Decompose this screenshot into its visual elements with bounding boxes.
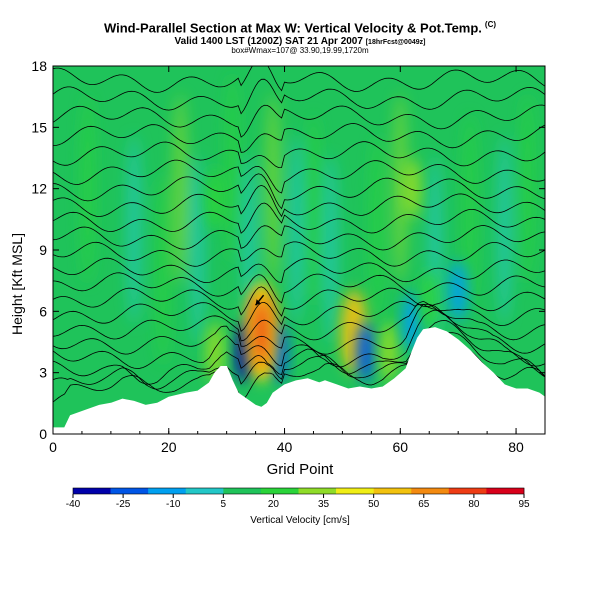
- field-streak: [190, 155, 205, 345]
- colorbar-swatch: [448, 488, 487, 494]
- isentrope-line: [53, 241, 545, 267]
- isentrope-line: [53, 202, 545, 234]
- y-tick-label: 0: [39, 426, 47, 442]
- field-streak: [393, 93, 408, 284]
- isentrope-line: [53, 300, 545, 333]
- colorbar-swatch: [223, 488, 262, 494]
- velocity-cell: [420, 271, 439, 332]
- velocity-cell: [379, 322, 398, 383]
- x-tick-label: 60: [393, 439, 409, 455]
- colorbar-tick-label: 95: [518, 499, 530, 510]
- x-tick-label: 40: [277, 439, 293, 455]
- field-streak: [520, 93, 535, 284]
- isentrope-line: [53, 225, 545, 251]
- chart-subtitle: Valid 1400 LST (1200Z) SAT 21 Apr 2007 […: [0, 36, 600, 47]
- y-tick-label: 12: [31, 181, 47, 197]
- colorbar-swatch: [373, 488, 412, 494]
- velocity-cell-core: [356, 322, 375, 383]
- isentrope-line: [53, 66, 545, 93]
- colorbar-tick-label: 80: [468, 499, 480, 510]
- isentrope-line: [53, 332, 545, 390]
- field-streak: [265, 93, 280, 284]
- colorbar-tick-label: 20: [268, 499, 280, 510]
- velocity-cell-core: [206, 168, 225, 229]
- colorbar-tick-label: -25: [116, 499, 131, 510]
- velocity-cell-core: [402, 158, 421, 219]
- colorbar-tick-label: 35: [318, 499, 330, 510]
- field-streak: [80, 93, 95, 284]
- isentrope-line: [53, 78, 545, 115]
- colorbar-swatch: [486, 488, 525, 494]
- updraft-band: [254, 301, 269, 362]
- y-tick-label: 15: [31, 119, 47, 135]
- terrain: [53, 327, 545, 434]
- isentrope-line: [53, 309, 545, 369]
- field-streak: [370, 134, 385, 325]
- isentrope-line: [53, 320, 545, 385]
- colorbar-swatch: [110, 488, 149, 494]
- y-tick-label: 6: [39, 303, 47, 319]
- isentrope-line: [53, 303, 545, 355]
- field-streak: [323, 155, 338, 345]
- isentropes: [53, 66, 545, 403]
- x-tick-label: 0: [49, 439, 57, 455]
- velocity-cell: [402, 158, 421, 219]
- y-tick-label: 18: [31, 58, 47, 74]
- x-axis-label: Grid Point: [266, 461, 334, 478]
- colorbar-tick-label: 65: [418, 499, 430, 510]
- y-tick-label: 3: [39, 365, 47, 381]
- field-streak: [173, 93, 188, 284]
- valid-time: Valid 1400 LST (1200Z) SAT 21 Apr 2007: [174, 36, 363, 47]
- isentrope-line: [53, 286, 545, 317]
- isentrope-line: [53, 300, 545, 342]
- max-info-line: box#Wmax=107@ 33.90,19.99,1720m: [231, 46, 369, 55]
- velocity-cell-core: [402, 291, 421, 352]
- isentrope-line: [53, 173, 545, 210]
- forecast-note: [18hrFcst@0049z]: [365, 39, 426, 46]
- isentrope-line: [53, 159, 545, 194]
- colorbar-swatch: [260, 488, 299, 494]
- field-streak: [289, 134, 304, 325]
- colorbar-frame: [72, 487, 525, 495]
- colorbar-tick-label: 50: [368, 499, 380, 510]
- isentrope-line: [53, 141, 545, 169]
- max-w-arrowhead: [255, 299, 261, 306]
- colorbar-label: Vertical Velocity [cm/s]: [250, 515, 350, 526]
- colorbar-swatch: [73, 488, 111, 494]
- x-tick-label: 20: [161, 439, 177, 455]
- colorbar-swatch: [185, 488, 224, 494]
- isentrope-line: [53, 184, 545, 218]
- velocity-cell-core: [379, 322, 398, 383]
- velocity-cell-core: [420, 271, 439, 332]
- velocity-cell: [402, 291, 421, 352]
- isentrope-line: [53, 257, 545, 284]
- colorbar-swatch: [411, 488, 450, 494]
- colorbar-swatch: [336, 488, 374, 494]
- field-streak: [155, 175, 170, 366]
- field-streak: [127, 134, 142, 325]
- title-mark: (C): [484, 20, 497, 29]
- title-text: Wind-Parallel Section at Max W: Vertical…: [103, 20, 482, 36]
- colorbar-swatch: [148, 488, 187, 494]
- y-tick-label: 9: [39, 242, 47, 258]
- colorbar-swatch: [298, 488, 337, 494]
- y-axis-label: Height [Kft MSL]: [9, 233, 25, 335]
- colorbar-tick-label: -10: [166, 499, 181, 510]
- velocity-cell-core: [449, 260, 468, 321]
- x-tick-label: 80: [508, 439, 524, 455]
- field-streak: [497, 134, 512, 325]
- isentrope-line: [53, 104, 545, 138]
- colorbar-tick-label: -40: [66, 499, 81, 510]
- colorbar-tick-label: 5: [221, 499, 227, 510]
- velocity-cell: [449, 260, 468, 321]
- isentrope-line: [53, 123, 545, 153]
- chart-title: Wind-Parallel Section at Max W: Vertical…: [0, 20, 600, 35]
- isentrope-line: [53, 272, 545, 304]
- velocity-cell: [356, 322, 375, 383]
- velocity-cell: [206, 168, 225, 229]
- velocity-field: [53, 66, 545, 434]
